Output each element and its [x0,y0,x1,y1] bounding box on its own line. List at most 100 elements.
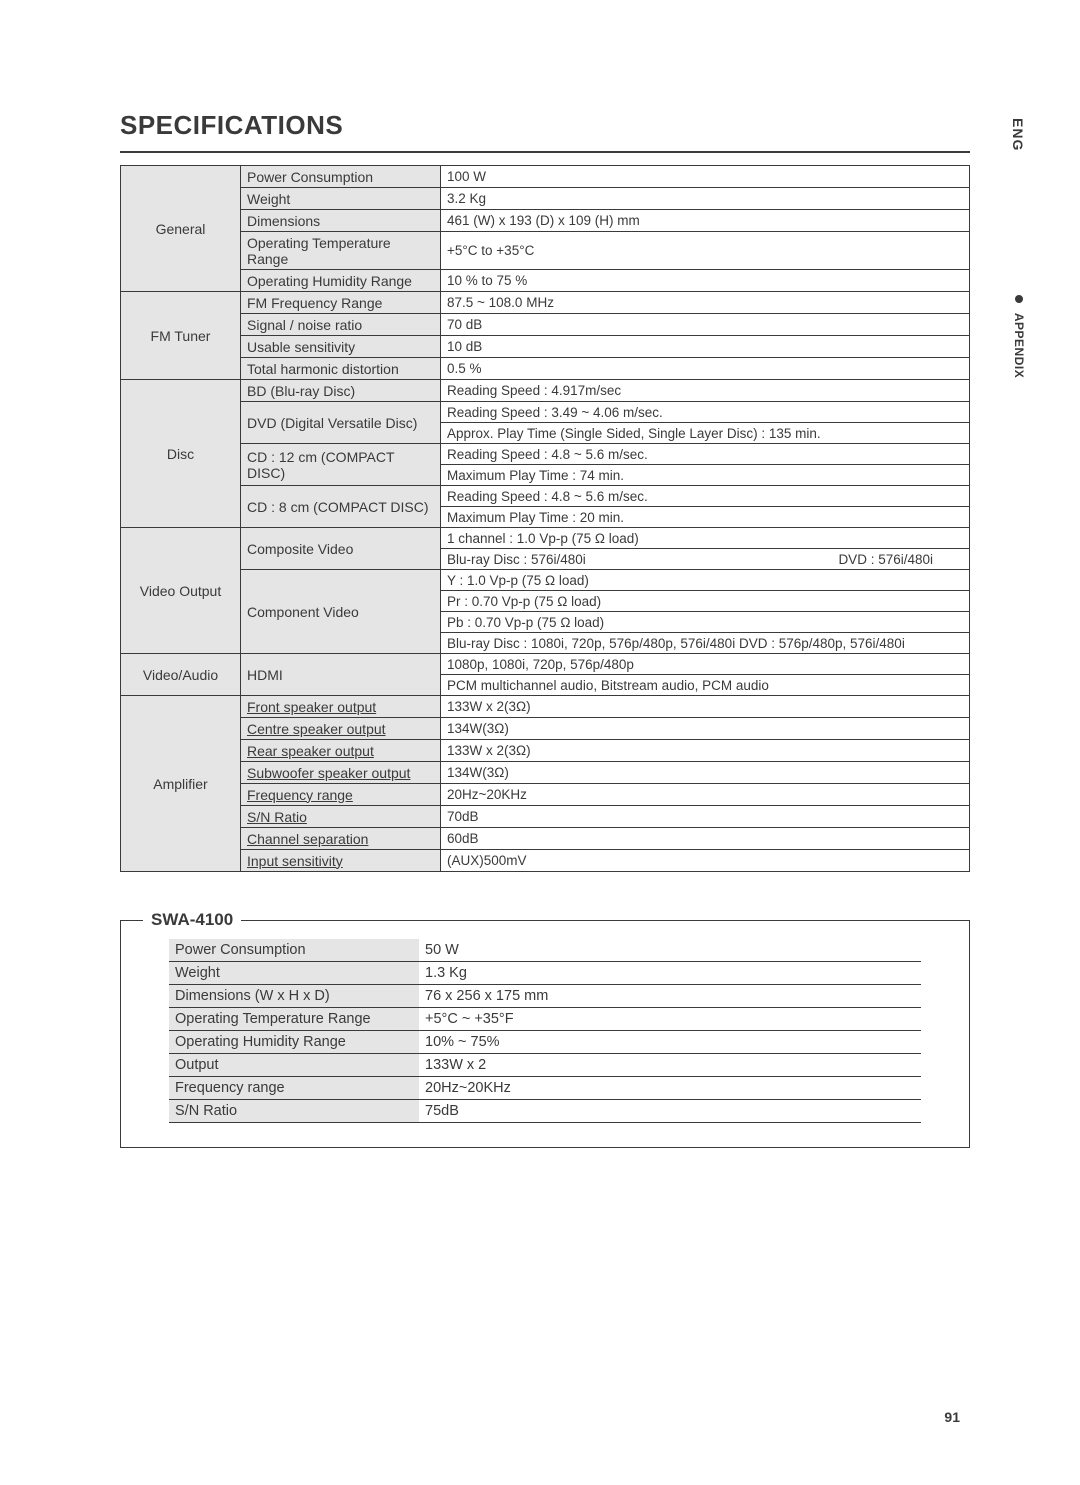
param-cell: Front speaker output [241,696,441,718]
param-cell: Total harmonic distortion [241,358,441,380]
bullet-icon [1015,295,1023,303]
category-cell: Amplifier [121,696,241,872]
table-row: Total harmonic distortion0.5 % [121,358,970,380]
swa-param-cell: Operating Humidity Range [169,1031,419,1054]
swa-param-cell: Frequency range [169,1077,419,1100]
table-row: Video OutputComposite Video1 channel : 1… [121,528,970,549]
param-cell: HDMI [241,654,441,696]
value-cell: (AUX)500mV [441,850,970,872]
swa-value-cell: 10% ~ 75% [419,1031,921,1054]
value-cell: 134W(3Ω) [441,762,970,784]
swa-value-cell: 76 x 256 x 175 mm [419,985,921,1008]
value-cell: Pr : 0.70 Vp-p (75 Ω load) [441,591,970,612]
value-cell: 100 W [441,166,970,188]
param-cell: S/N Ratio [241,806,441,828]
swa-title: SWA-4100 [143,910,241,930]
value-cell: 70 dB [441,314,970,336]
param-cell: CD : 8 cm (COMPACT DISC) [241,486,441,528]
swa-param-cell: Power Consumption [169,939,419,962]
value-cell: 87.5 ~ 108.0 MHz [441,292,970,314]
value-cell: 133W x 2(3Ω) [441,696,970,718]
param-cell: Rear speaker output [241,740,441,762]
value-cell: 133W x 2(3Ω) [441,740,970,762]
param-cell: Signal / noise ratio [241,314,441,336]
table-row: AmplifierFront speaker output133W x 2(3Ω… [121,696,970,718]
table-row: Signal / noise ratio70 dB [121,314,970,336]
param-cell: Component Video [241,570,441,654]
swa-param-cell: Output [169,1054,419,1077]
value-cell: PCM multichannel audio, Bitstream audio,… [441,675,970,696]
value-cell: Pb : 0.70 Vp-p (75 Ω load) [441,612,970,633]
value-cell: 20Hz~20KHz [441,784,970,806]
page-number: 91 [944,1409,960,1425]
swa-table: Power Consumption50 WWeight1.3 KgDimensi… [169,939,921,1123]
swa-section: SWA-4100 Power Consumption50 WWeight1.3 … [120,920,970,1148]
value-cell: 3.2 Kg [441,188,970,210]
table-row: Operating Temperature Range+5°C ~ +35°F [169,1008,921,1031]
param-cell: Dimensions [241,210,441,232]
appendix-text: APPENDIX [1012,313,1026,378]
table-row: CD : 12 cm (COMPACT DISC)Reading Speed :… [121,444,970,465]
table-row: Component VideoY : 1.0 Vp-p (75 Ω load) [121,570,970,591]
table-row: Channel separation60dB [121,828,970,850]
table-row: Output133W x 2 [169,1054,921,1077]
category-cell: Video Output [121,528,241,654]
value-cell: Blu-ray Disc : 1080i, 720p, 576p/480p, 5… [441,633,970,654]
category-cell: Disc [121,380,241,528]
category-cell: General [121,166,241,292]
param-cell: CD : 12 cm (COMPACT DISC) [241,444,441,486]
value-cell: Maximum Play Time : 74 min. [441,465,970,486]
table-row: Frequency range20Hz~20KHz [169,1077,921,1100]
table-row: FM TunerFM Frequency Range87.5 ~ 108.0 M… [121,292,970,314]
table-row: Centre speaker output134W(3Ω) [121,718,970,740]
value-cell: 1 channel : 1.0 Vp-p (75 Ω load) [441,528,970,549]
swa-param-cell: S/N Ratio [169,1100,419,1123]
table-row: Power Consumption50 W [169,939,921,962]
param-cell: Operating Temperature Range [241,232,441,270]
category-cell: FM Tuner [121,292,241,380]
param-cell: Frequency range [241,784,441,806]
value-cell: Maximum Play Time : 20 min. [441,507,970,528]
value-cell: 461 (W) x 193 (D) x 109 (H) mm [441,210,970,232]
table-row: Subwoofer speaker output134W(3Ω) [121,762,970,784]
swa-param-cell: Dimensions (W x H x D) [169,985,419,1008]
param-cell: Centre speaker output [241,718,441,740]
table-row: Video/AudioHDMI1080p, 1080i, 720p, 576p/… [121,654,970,675]
appendix-label: APPENDIX [1012,295,1026,378]
value-cell: Approx. Play Time (Single Sided, Single … [441,423,970,444]
value-cell: Reading Speed : 3.49 ~ 4.06 m/sec. [441,402,970,423]
table-row: Weight1.3 Kg [169,962,921,985]
table-row: DiscBD (Blu-ray Disc)Reading Speed : 4.9… [121,380,970,402]
param-cell: Weight [241,188,441,210]
value-cell: +5°C to +35°C [441,232,970,270]
value-cell: 10 dB [441,336,970,358]
swa-param-cell: Weight [169,962,419,985]
table-row: Operating Humidity Range10 % to 75 % [121,270,970,292]
swa-value-cell: 75dB [419,1100,921,1123]
swa-value-cell: 133W x 2 [419,1054,921,1077]
table-row: Dimensions (W x H x D)76 x 256 x 175 mm [169,985,921,1008]
value-cell: 1080p, 1080i, 720p, 576p/480p [441,654,970,675]
value-cell: 60dB [441,828,970,850]
param-cell: Power Consumption [241,166,441,188]
table-row: Weight3.2 Kg [121,188,970,210]
value-cell: 134W(3Ω) [441,718,970,740]
swa-value-cell: 50 W [419,939,921,962]
value-cell: 10 % to 75 % [441,270,970,292]
param-cell: FM Frequency Range [241,292,441,314]
swa-param-cell: Operating Temperature Range [169,1008,419,1031]
table-row: S/N Ratio75dB [169,1100,921,1123]
param-cell: Usable sensitivity [241,336,441,358]
category-cell: Video/Audio [121,654,241,696]
swa-value-cell: 20Hz~20KHz [419,1077,921,1100]
value-cell: Reading Speed : 4.8 ~ 5.6 m/sec. [441,444,970,465]
param-cell: Subwoofer speaker output [241,762,441,784]
param-cell: Input sensitivity [241,850,441,872]
table-row: Rear speaker output133W x 2(3Ω) [121,740,970,762]
value-cell: Reading Speed : 4.8 ~ 5.6 m/sec. [441,486,970,507]
param-cell: Composite Video [241,528,441,570]
swa-value-cell: 1.3 Kg [419,962,921,985]
table-row: S/N Ratio70dB [121,806,970,828]
param-cell: DVD (Digital Versatile Disc) [241,402,441,444]
param-cell: Operating Humidity Range [241,270,441,292]
